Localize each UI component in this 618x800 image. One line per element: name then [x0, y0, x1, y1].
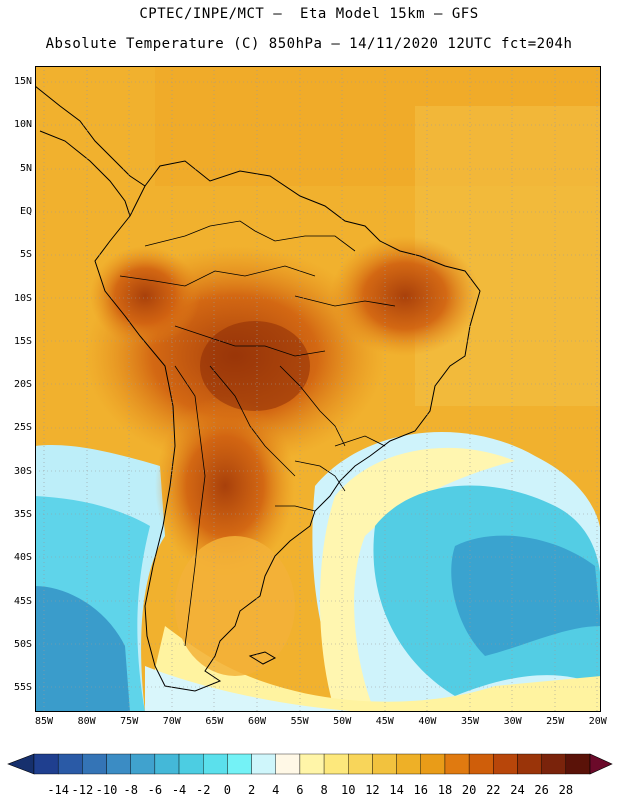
colorbar-tick-label: 18 — [438, 783, 452, 797]
latitude-label: 40S — [13, 552, 32, 564]
colorbar-tick-label: -14 — [47, 783, 69, 797]
longitude-label: 30W — [503, 716, 522, 727]
colorbar-swatch — [348, 753, 373, 775]
latitude-label: 50S — [13, 638, 32, 650]
field-cold-pacific-core — [35, 586, 130, 712]
longitude-label: 50W — [333, 716, 352, 727]
central-america-outline — [35, 85, 146, 217]
colorbar-tick-label: -4 — [172, 783, 186, 797]
field-southern-pale — [145, 666, 365, 712]
colorbar-tick-label: 22 — [486, 783, 500, 797]
longitude-label: 40W — [418, 716, 437, 727]
longitude-label: 35W — [460, 716, 480, 727]
field-hot-core-5 — [200, 321, 310, 411]
colorbar-tick-label: 10 — [341, 783, 355, 797]
latitude-label: 15S — [13, 335, 32, 347]
colorbar-swatch — [565, 753, 591, 775]
longitude-label: 55W — [290, 716, 309, 727]
longitude-label: 70W — [162, 716, 181, 727]
colorbar-swatch — [517, 753, 542, 775]
latitude-label: 5N — [19, 162, 32, 174]
colorbar-tick-label: 4 — [272, 783, 279, 797]
latitude-label: 5S — [19, 249, 32, 261]
field-hot-core-3 — [330, 236, 480, 356]
colorbar-tick-label: 20 — [462, 783, 476, 797]
latitude-label: 25S — [13, 422, 32, 434]
field-cold-atlantic-core — [451, 535, 601, 656]
longitude-label: 75W — [120, 716, 139, 727]
longitude-label: 80W — [77, 716, 96, 727]
colorbar-swatch — [33, 753, 59, 775]
map-frame — [35, 66, 601, 712]
colorbar: -14 -12 -10 -8 -6 -4 -2 0 2 4 6 8 10 12 14 16 18 20 22 24 26… — [7, 753, 613, 797]
latitude-label: 10N — [13, 119, 32, 131]
longitude-label: 85W — [34, 716, 54, 727]
latitude-label: 45S — [13, 595, 32, 607]
field-hot-core-2 — [155, 396, 295, 576]
colorbar-swatch — [251, 753, 276, 775]
field-southern-strip — [145, 626, 601, 712]
latitude-label: 20S — [13, 379, 32, 391]
colorbar-tick-label: 26 — [534, 783, 548, 797]
colorbar-tick-label: 8 — [320, 783, 327, 797]
colorbar-tick-label: 16 — [414, 783, 428, 797]
colorbar-tick-label: -8 — [123, 783, 137, 797]
colorbar-tick-label: 14 — [389, 783, 403, 797]
colorbar-left-arrow — [7, 753, 35, 775]
colorbar-tick-label: 12 — [365, 783, 379, 797]
colorbar-swatch — [57, 753, 83, 775]
colorbar-tick-label: -10 — [96, 783, 118, 797]
latitude-label: EQ — [19, 205, 32, 217]
field-cold-atlantic-mid — [320, 447, 515, 712]
longitude-label: 45W — [375, 716, 394, 727]
colorbar-swatch — [299, 753, 325, 775]
colorbar-tick-label: 2 — [248, 783, 255, 797]
falklands-outline — [248, 651, 277, 665]
latitude-label: 15N — [13, 76, 32, 87]
colorbar-swatch — [468, 753, 494, 775]
latitude-label: 55S — [13, 682, 32, 694]
colorbar-swatch — [541, 753, 567, 775]
colorbar-swatch — [178, 753, 204, 775]
colorbar-swatch — [372, 753, 397, 775]
colorbar-swatch — [227, 753, 252, 775]
colorbar-tick-label: -12 — [72, 783, 94, 797]
colorbar-tick-label: -2 — [196, 783, 210, 797]
temperature-map — [35, 66, 601, 712]
longitude-label: 25W — [546, 716, 565, 727]
colorbar-tick-label: -6 — [148, 783, 162, 797]
longitude-label: 65W — [205, 716, 224, 727]
colorbar-swatch — [82, 753, 107, 775]
colorbar-swatch — [275, 753, 301, 775]
latitude-label: 10S — [13, 292, 32, 304]
title-line-1: CPTEC/INPE/MCT – Eta Model 15km – GFS — [139, 6, 479, 22]
colorbar-right-arrow — [589, 753, 613, 775]
field-warm-patagonia — [175, 536, 295, 676]
latitude-label: 30S — [13, 465, 32, 477]
title-line-2: Absolute Temperature (C) 850hPa – 14/11/… — [45, 36, 573, 52]
longitude-label: 20W — [588, 716, 607, 727]
colorbar-swatch — [106, 753, 131, 775]
colorbar-swatch — [154, 753, 180, 775]
colorbar-tick-label: 24 — [510, 783, 524, 797]
field-hot-core-4 — [90, 246, 200, 346]
longitude-label: 60W — [247, 716, 267, 727]
colorbar-swatch — [396, 753, 421, 775]
colorbar-tick-label: 28 — [559, 783, 573, 797]
colorbar-swatch — [420, 753, 446, 775]
colorbar-swatch — [323, 753, 349, 775]
latitude-label: 35S — [13, 509, 32, 520]
colorbar-swatch — [203, 753, 228, 775]
colorbar-swatch — [444, 753, 470, 775]
colorbar-tick-label: 0 — [224, 783, 231, 797]
colorbar-tick-label: 6 — [296, 783, 303, 797]
colorbar-swatch — [493, 753, 518, 775]
colorbar-swatch — [130, 753, 156, 775]
